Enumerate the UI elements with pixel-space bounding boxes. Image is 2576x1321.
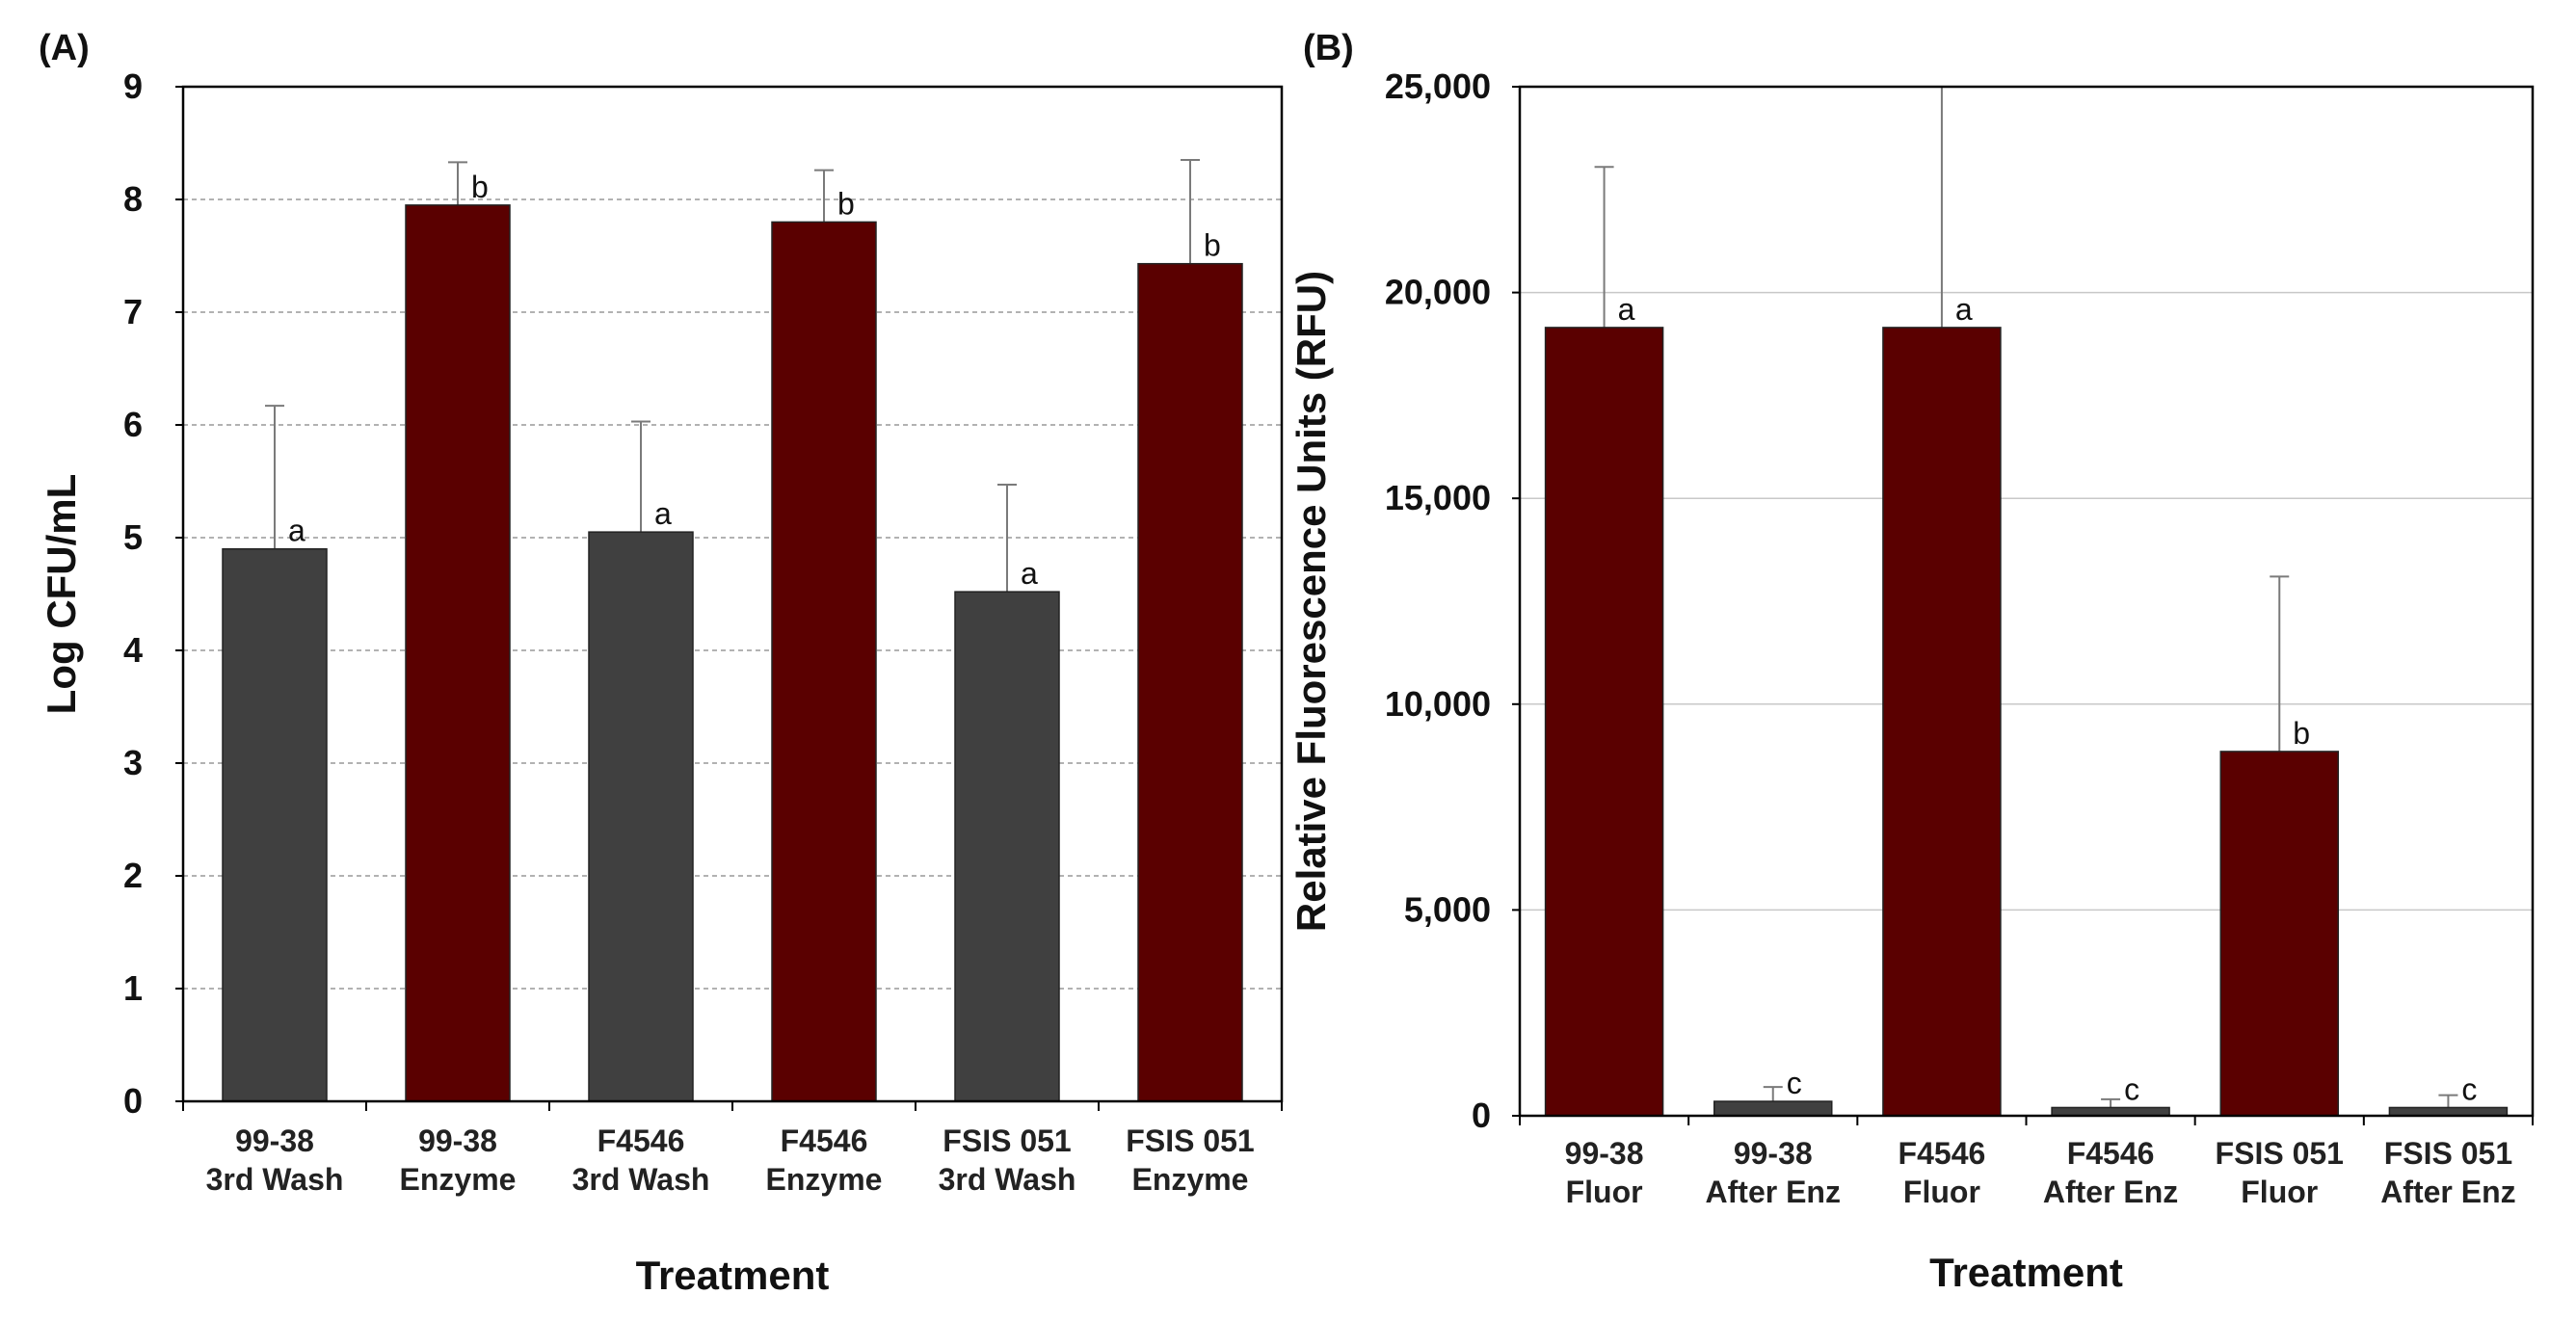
- bar: [222, 547, 328, 1102]
- x-tick-label: F4546: [1899, 1136, 1986, 1171]
- bar: [954, 591, 1060, 1102]
- y-tick-label: 4: [123, 630, 143, 670]
- significance-letter: b: [1204, 228, 1221, 263]
- significance-letter: a: [654, 496, 672, 531]
- y-tick-label: 2: [123, 856, 143, 895]
- y-tick-label: 10,000: [1385, 684, 1491, 724]
- x-tick-label: 99-38: [418, 1123, 497, 1158]
- x-tick-label: 99-38: [235, 1123, 314, 1158]
- significance-letter: c: [2461, 1071, 2477, 1106]
- x-axis-title: Treatment: [1929, 1250, 2123, 1295]
- bar: [405, 204, 511, 1102]
- y-tick-label: 5: [123, 517, 143, 557]
- x-tick-label: F4546: [2067, 1136, 2155, 1171]
- bar: [771, 221, 877, 1102]
- x-tick-label: FSIS 051: [1126, 1123, 1254, 1158]
- significance-letter: b: [2293, 716, 2310, 751]
- x-tick-label: Fluor: [2241, 1175, 2318, 1209]
- x-tick-label: After Enz: [2380, 1175, 2515, 1209]
- y-axis-title: Log CFU/mL: [39, 474, 84, 715]
- panel-label: (A): [39, 28, 90, 68]
- panel-b-chart: (B) 0 5,000 10,000 15,000 20,000 25,000 a 99-38 F…: [1288, 28, 2535, 1295]
- plot-frame: [1518, 85, 2535, 1118]
- panel-a-chart: (A) 0 1 2 3 4 5 6 7 8 9 a 99-38 3rd Wash b 99-38 Enzyme a…: [39, 28, 1284, 1298]
- x-tick-label: F4546: [781, 1123, 868, 1158]
- significance-letter: a: [1955, 292, 1973, 327]
- x-tick-label: 99-38: [1734, 1136, 1813, 1171]
- x-tick-label: 99-38: [1565, 1136, 1644, 1171]
- y-tick-label: 5,000: [1404, 889, 1491, 929]
- bar: [1137, 262, 1243, 1102]
- significance-letter: a: [1618, 292, 1635, 327]
- y-axis-title: Relative Fluorescence Units (RFU): [1288, 271, 1334, 932]
- significance-letter: b: [471, 170, 489, 204]
- y-tick-label: 8: [123, 179, 143, 219]
- x-tick-label: FSIS 051: [2384, 1136, 2512, 1171]
- y-tick-label: 15,000: [1385, 478, 1491, 517]
- significance-letter: c: [2124, 1071, 2139, 1106]
- x-tick-label: 3rd Wash: [939, 1162, 1076, 1197]
- x-tick-label: After Enz: [2043, 1175, 2178, 1209]
- x-tick-label: FSIS 051: [2216, 1136, 2344, 1171]
- x-tick-label: Fluor: [1903, 1175, 1980, 1209]
- x-tick-label: Enzyme: [1132, 1162, 1249, 1197]
- y-tick-label: 3: [123, 743, 143, 782]
- y-tick-label: 6: [123, 405, 143, 444]
- x-tick-label: Fluor: [1566, 1175, 1643, 1209]
- bar: [588, 531, 694, 1102]
- x-tick-label: F4546: [598, 1123, 685, 1158]
- bar: [1544, 327, 1664, 1117]
- y-tick-label: 0: [123, 1081, 143, 1121]
- y-tick-label: 25,000: [1385, 66, 1491, 106]
- x-axis-title: Treatment: [636, 1253, 830, 1298]
- bar: [1882, 327, 2002, 1117]
- bar: [1713, 1100, 1833, 1117]
- y-tick-label: 20,000: [1385, 273, 1491, 312]
- significance-letter: c: [1787, 1066, 1802, 1100]
- bar: [2219, 751, 2339, 1117]
- bar: [2051, 1106, 2170, 1117]
- panel-label: (B): [1303, 28, 1354, 68]
- plot-frame: [181, 85, 1284, 1103]
- y-tick-label: 7: [123, 292, 143, 331]
- x-tick-label: FSIS 051: [943, 1123, 1071, 1158]
- significance-letter: b: [837, 186, 855, 221]
- x-tick-label: After Enz: [1706, 1175, 1841, 1209]
- bar: [2388, 1106, 2509, 1117]
- y-tick-label: 0: [1472, 1096, 1491, 1135]
- significance-letter: a: [1021, 556, 1038, 591]
- y-tick-label: 9: [123, 66, 143, 106]
- x-tick-label: Enzyme: [766, 1162, 883, 1197]
- x-tick-label: Enzyme: [400, 1162, 517, 1197]
- significance-letter: a: [288, 514, 305, 548]
- x-tick-label: 3rd Wash: [572, 1162, 710, 1197]
- y-tick-label: 1: [123, 968, 143, 1008]
- x-tick-label: 3rd Wash: [206, 1162, 344, 1197]
